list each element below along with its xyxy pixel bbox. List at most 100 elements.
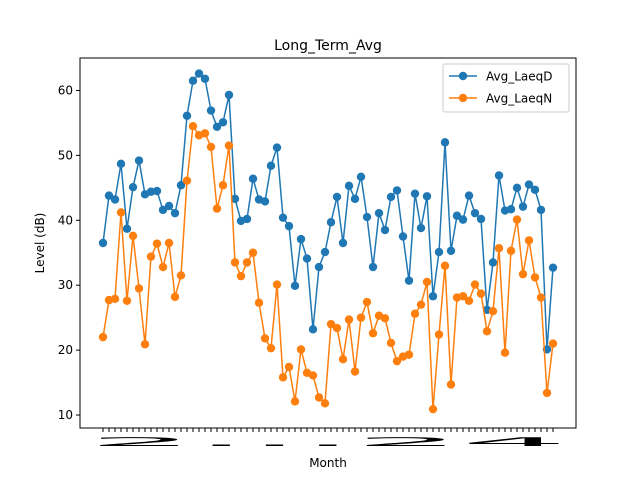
data-point — [422, 192, 432, 201]
data-point — [278, 373, 288, 382]
data-point — [524, 180, 534, 189]
data-point — [98, 238, 108, 248]
data-point — [380, 314, 390, 323]
data-point — [290, 281, 300, 291]
data-point — [248, 174, 258, 183]
data-point — [224, 90, 234, 100]
y-tick-label: 50 — [58, 148, 73, 162]
series-Avg_LaeqD — [98, 69, 558, 354]
data-point — [302, 254, 312, 263]
data-point — [266, 161, 276, 170]
data-point — [410, 189, 420, 198]
data-point — [296, 234, 306, 244]
data-point — [482, 327, 492, 336]
data-point — [326, 218, 336, 227]
data-point — [536, 205, 546, 215]
data-point — [194, 69, 204, 78]
data-point — [254, 298, 264, 307]
data-point — [518, 202, 528, 211]
data-point — [158, 262, 168, 272]
data-point — [230, 258, 240, 267]
data-point — [320, 399, 330, 408]
x-axis: 2...24 — [88, 428, 568, 449]
data-point — [332, 192, 342, 202]
data-point — [116, 208, 126, 217]
data-point — [182, 111, 192, 120]
data-point — [416, 300, 426, 309]
data-point — [464, 296, 474, 305]
data-point — [524, 236, 534, 245]
data-point — [434, 247, 444, 257]
data-point — [476, 289, 486, 298]
data-point — [506, 205, 516, 214]
data-point — [362, 297, 372, 307]
data-point — [308, 325, 318, 334]
data-point — [110, 294, 120, 304]
data-point — [272, 143, 282, 152]
data-point — [488, 258, 498, 267]
data-point — [506, 246, 516, 255]
y-tick-label: 30 — [58, 278, 73, 292]
data-point — [350, 367, 360, 376]
data-point — [242, 214, 252, 224]
data-point — [386, 338, 396, 348]
y-tick-label: 20 — [58, 343, 73, 357]
data-point — [188, 121, 198, 131]
chart-title: Long_Term_Avg — [274, 38, 382, 54]
y-axis: 10 20 30 40 50 60 — [58, 83, 80, 422]
data-point — [236, 271, 246, 281]
data-point — [266, 343, 276, 353]
data-point — [176, 271, 186, 280]
data-point — [128, 231, 138, 241]
data-point — [464, 191, 474, 200]
data-point — [152, 239, 162, 248]
data-point — [440, 138, 450, 147]
data-point — [512, 215, 522, 224]
data-point — [392, 186, 402, 195]
data-point — [278, 213, 288, 222]
data-point — [134, 156, 144, 165]
data-point — [110, 195, 120, 204]
data-point — [440, 261, 450, 270]
data-point — [218, 181, 228, 190]
data-point — [446, 380, 456, 389]
data-point — [542, 388, 552, 398]
data-point — [248, 248, 258, 257]
y-tick-label: 10 — [58, 408, 73, 422]
data-point — [488, 306, 498, 316]
data-point — [518, 269, 528, 279]
data-point — [470, 280, 480, 289]
data-point — [458, 215, 468, 224]
y-tick-label: 60 — [58, 83, 73, 97]
data-point — [446, 246, 456, 255]
data-point — [206, 142, 216, 152]
data-point — [164, 238, 174, 248]
data-point — [392, 356, 402, 366]
data-point — [386, 192, 396, 202]
data-point — [476, 214, 486, 224]
data-point — [260, 334, 270, 343]
data-point — [260, 197, 270, 206]
data-point — [428, 404, 438, 414]
series-Avg_LaeqN — [98, 121, 558, 414]
data-point — [356, 172, 366, 181]
data-point — [314, 393, 324, 402]
data-point — [218, 118, 228, 127]
data-point — [212, 122, 222, 132]
data-point — [494, 171, 504, 180]
data-point — [404, 350, 414, 359]
data-point — [170, 208, 180, 218]
legend-label: Avg_LaeqD — [486, 70, 553, 84]
data-point — [548, 263, 558, 272]
data-point — [398, 232, 408, 241]
data-point — [284, 221, 294, 231]
data-point — [428, 292, 438, 301]
data-point — [206, 106, 216, 115]
data-point — [128, 182, 138, 192]
data-point — [188, 76, 198, 85]
data-point — [536, 293, 546, 302]
data-point — [530, 273, 540, 282]
data-point — [170, 292, 180, 302]
data-point — [368, 329, 378, 338]
